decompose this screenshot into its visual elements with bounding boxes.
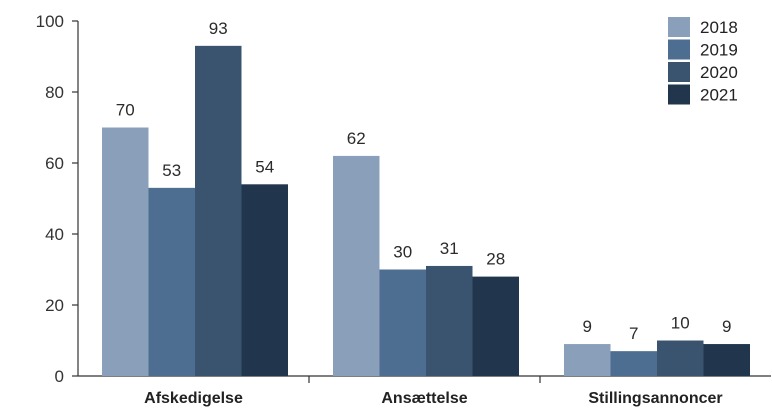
legend-swatch-2019 bbox=[668, 39, 690, 60]
legend-swatch-2021 bbox=[668, 84, 690, 105]
bar-2020-afskedigelse bbox=[195, 45, 242, 376]
x-category-label: Afskedigelse bbox=[144, 390, 243, 407]
legend-swatch-2018 bbox=[668, 17, 690, 37]
bar-2020-ansættelse bbox=[426, 265, 473, 376]
bar-2019-afskedigelse bbox=[148, 187, 195, 376]
y-tick-label: 0 bbox=[55, 367, 64, 386]
data-label: 9 bbox=[583, 317, 592, 336]
data-label: 93 bbox=[209, 19, 228, 38]
data-label: 54 bbox=[255, 157, 274, 176]
bars bbox=[102, 45, 750, 376]
data-label: 28 bbox=[486, 250, 505, 269]
data-label: 70 bbox=[116, 101, 135, 120]
data-label: 7 bbox=[629, 324, 638, 343]
legend-label: 2018 bbox=[700, 18, 738, 37]
x-category-label: Stillingsannoncer bbox=[588, 390, 722, 407]
y-tick-label: 20 bbox=[45, 296, 64, 315]
legend-label: 2020 bbox=[700, 63, 738, 82]
data-labels: 70 53 93 54 62 30 31 28 9 7 10 9 bbox=[116, 19, 732, 343]
bar-2020-stillingsannoncer bbox=[657, 340, 704, 376]
data-label: 9 bbox=[722, 317, 731, 336]
y-tick-label: 60 bbox=[45, 154, 64, 173]
data-label: 62 bbox=[347, 129, 366, 148]
y-tick-label: 80 bbox=[45, 83, 64, 102]
bar-2018-afskedigelse bbox=[102, 127, 149, 376]
bar-2018-ansættelse bbox=[333, 155, 380, 376]
data-label: 30 bbox=[393, 243, 412, 262]
bar-2019-ansættelse bbox=[379, 269, 426, 376]
bar-2018-stillingsannoncer bbox=[564, 344, 611, 376]
bar-2019-stillingsannoncer bbox=[610, 351, 657, 376]
data-label: 10 bbox=[671, 314, 690, 333]
y-tick-label: 40 bbox=[45, 225, 64, 244]
x-category-label: Ansættelse bbox=[381, 390, 467, 407]
bar-2021-afskedigelse bbox=[241, 184, 288, 376]
y-tick-label: 100 bbox=[36, 12, 64, 31]
legend-swatch-2020 bbox=[668, 62, 690, 82]
axes: 0 20 40 60 80 100 Afskedigelse Ansættelse Stilli… bbox=[36, 12, 771, 407]
data-label: 31 bbox=[440, 239, 459, 258]
legend: 2018 2019 2020 2021 bbox=[668, 17, 738, 105]
legend-label: 2021 bbox=[700, 86, 738, 105]
data-label: 53 bbox=[162, 161, 181, 180]
bar-2021-ansættelse bbox=[472, 276, 519, 376]
bar-2021-stillingsannoncer bbox=[703, 344, 750, 376]
legend-label: 2019 bbox=[700, 41, 738, 60]
